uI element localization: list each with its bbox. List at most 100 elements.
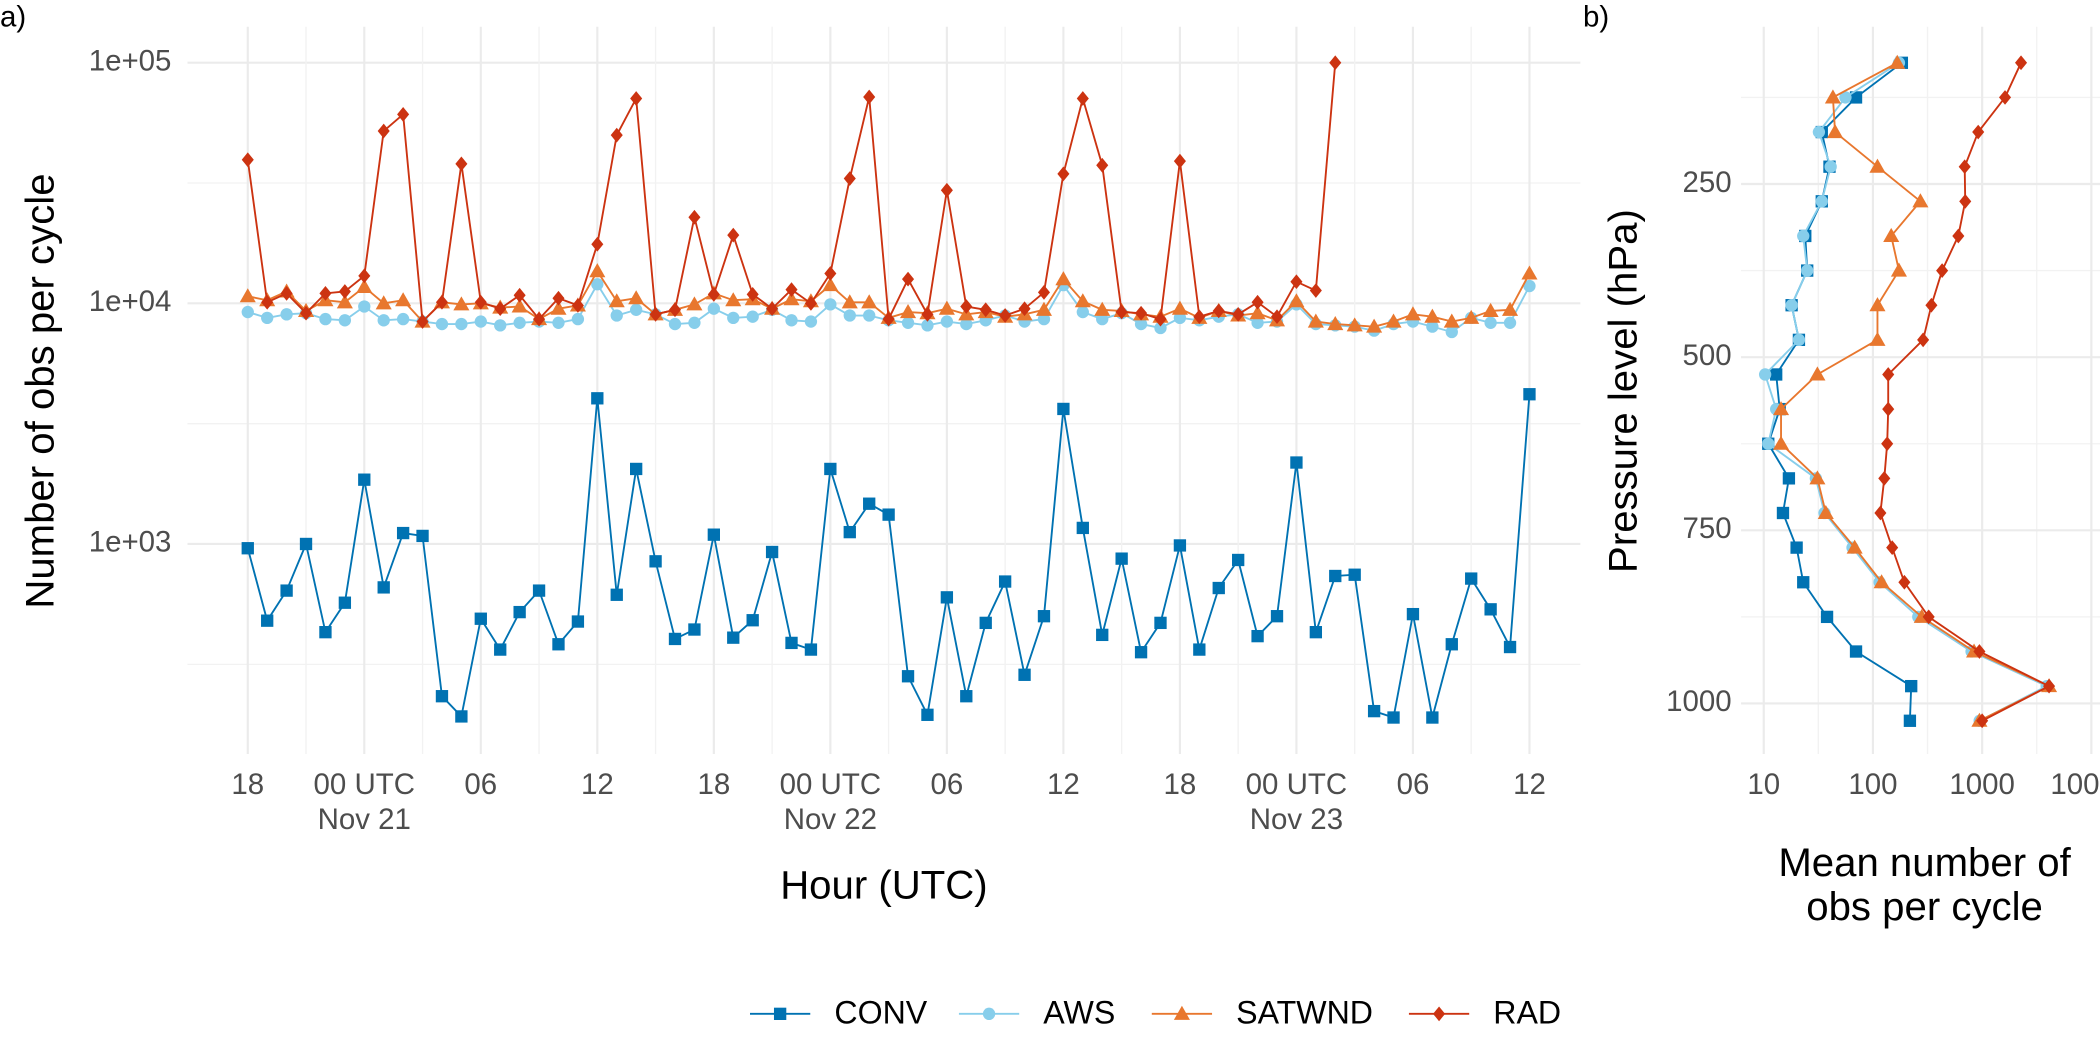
marker — [552, 316, 565, 329]
marker — [1193, 643, 1206, 656]
marker — [1309, 626, 1323, 639]
marker — [532, 584, 546, 597]
marker — [900, 304, 917, 319]
marker — [1404, 306, 1421, 321]
marker — [1074, 293, 1091, 308]
x-date-label: Nov 23 — [1250, 803, 1343, 836]
marker — [841, 294, 858, 309]
marker — [901, 316, 915, 329]
marker — [940, 591, 954, 604]
marker — [765, 545, 779, 559]
marker — [725, 292, 742, 307]
marker — [1309, 283, 1322, 298]
marker — [239, 288, 256, 303]
marker — [1922, 609, 1935, 625]
marker — [960, 690, 973, 703]
marker — [668, 632, 682, 646]
marker — [921, 306, 934, 322]
marker — [552, 638, 565, 651]
marker — [630, 462, 643, 476]
marker — [1251, 294, 1264, 310]
x-tick-label: 18 — [697, 768, 730, 801]
marker — [902, 271, 915, 287]
marker — [773, 1007, 787, 1021]
marker — [474, 294, 487, 310]
marker — [1521, 265, 1538, 280]
marker — [1346, 317, 1363, 332]
marker — [1882, 401, 1895, 417]
marker — [630, 91, 643, 106]
marker — [863, 497, 876, 510]
marker — [1096, 312, 1109, 326]
x-tick-label: 100 — [1848, 768, 1897, 801]
marker — [1096, 628, 1109, 642]
marker — [1387, 711, 1400, 724]
marker — [882, 508, 895, 521]
marker — [1773, 435, 1790, 450]
marker — [1484, 603, 1497, 616]
x-tick-label: 10 — [1747, 768, 1780, 801]
marker — [863, 89, 876, 105]
marker — [1898, 574, 1911, 590]
marker — [1426, 711, 1439, 724]
y-tick-label: 1e+03 — [89, 526, 172, 559]
marker — [1523, 388, 1536, 401]
marker — [1443, 313, 1460, 328]
marker — [1839, 91, 1852, 104]
marker — [591, 278, 604, 291]
marker — [610, 309, 623, 322]
x-tick-label: 00 UTC — [314, 768, 415, 801]
marker — [1824, 89, 1841, 104]
marker — [1076, 521, 1089, 535]
marker — [785, 636, 798, 650]
legend-label: CONV — [834, 995, 927, 1031]
y-axis-title: Number of obs per cycle — [17, 173, 62, 608]
marker — [1445, 638, 1458, 651]
marker — [843, 525, 856, 539]
marker — [336, 294, 353, 309]
marker — [261, 294, 274, 310]
marker — [1288, 293, 1305, 308]
marker — [1249, 305, 1266, 320]
marker — [511, 298, 528, 313]
marker — [338, 284, 351, 299]
marker — [455, 156, 468, 172]
marker — [1307, 313, 1324, 328]
marker — [453, 296, 470, 311]
marker — [1797, 576, 1810, 589]
marker — [628, 290, 645, 305]
marker — [863, 309, 876, 322]
marker — [1055, 271, 1072, 286]
marker — [1503, 640, 1517, 654]
marker — [766, 301, 779, 317]
marker — [1426, 320, 1439, 333]
y-tick-label: 500 — [1683, 339, 1732, 372]
marker — [261, 311, 274, 325]
marker — [785, 282, 798, 298]
marker — [1270, 610, 1284, 623]
marker — [416, 529, 429, 543]
marker — [1809, 470, 1826, 485]
y-tick-label: 1e+05 — [89, 44, 172, 77]
marker — [1482, 302, 1499, 317]
y-axis-title: Pressure level (hPa) — [1601, 209, 1646, 573]
marker — [1523, 279, 1536, 293]
marker — [474, 315, 487, 328]
marker — [261, 614, 274, 627]
marker — [1035, 301, 1053, 316]
marker — [1193, 309, 1206, 325]
marker — [1976, 713, 1989, 729]
marker — [1874, 505, 1887, 521]
y-tick-label: 750 — [1683, 512, 1732, 545]
marker — [746, 614, 759, 627]
marker — [358, 473, 371, 486]
marker — [940, 182, 953, 198]
marker — [1782, 472, 1796, 485]
marker — [1251, 629, 1264, 643]
marker — [1173, 1005, 1190, 1020]
y-tick-label: 1000 — [1666, 685, 1732, 718]
marker — [1057, 166, 1070, 182]
marker — [1959, 193, 1972, 209]
marker — [1037, 285, 1050, 300]
marker — [707, 302, 721, 315]
